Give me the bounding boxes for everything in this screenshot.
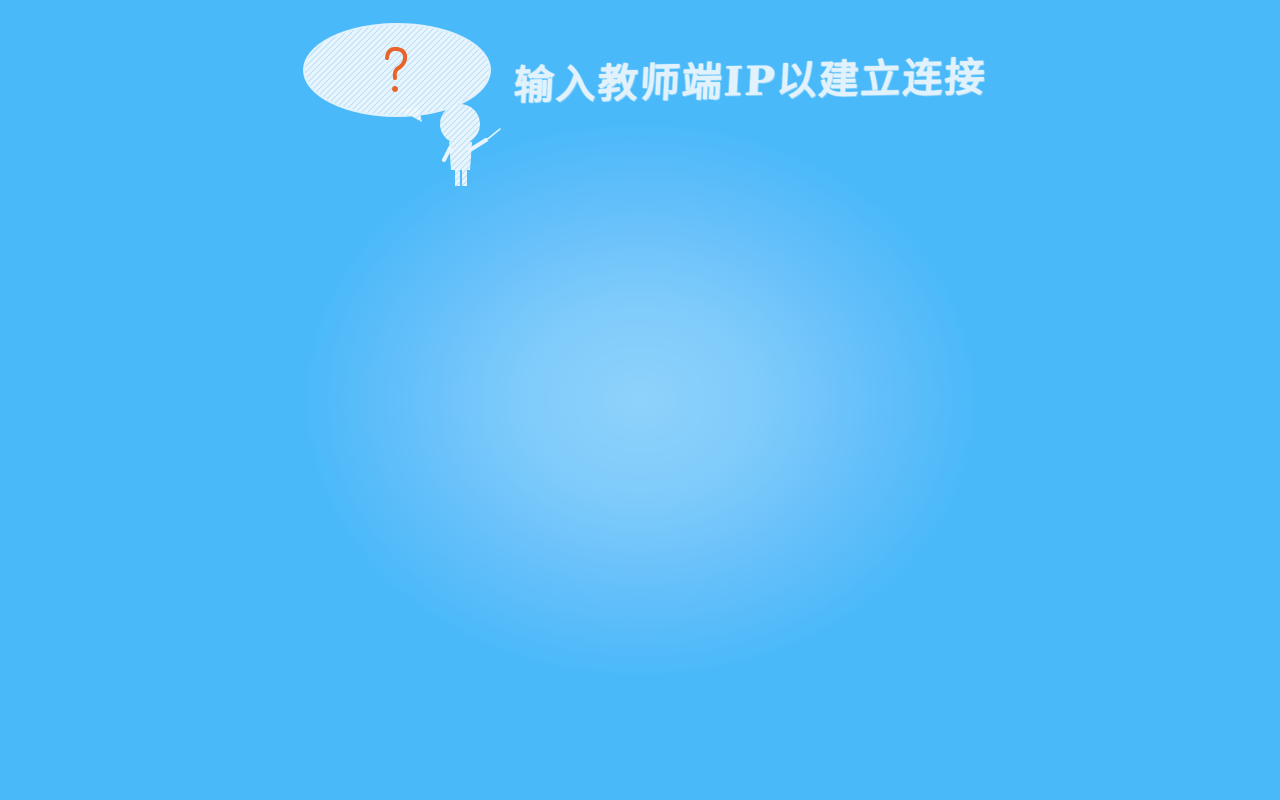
chalk-teacher-figure-icon: [440, 104, 501, 186]
header-illustration: [300, 18, 520, 193]
question-mark-icon: [385, 46, 408, 92]
chalk-illustration: [303, 23, 501, 186]
connect-instruction-title: 输入教师端IP以建立连接: [512, 53, 988, 110]
